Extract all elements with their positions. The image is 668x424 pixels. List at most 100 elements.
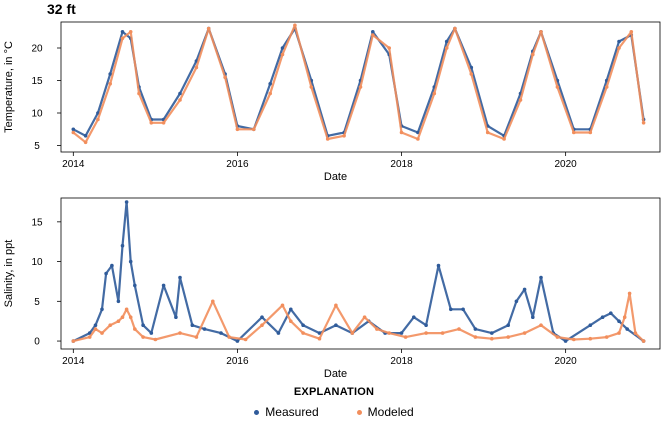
- x-tick-label: 2020: [555, 159, 578, 170]
- data-point-modeled: [120, 36, 125, 41]
- data-point-modeled: [87, 335, 92, 339]
- data-point-modeled: [453, 26, 457, 31]
- data-point-modeled: [485, 130, 490, 135]
- data-point-modeled: [617, 46, 621, 50]
- data-point-measured: [219, 331, 223, 335]
- data-point-measured: [120, 30, 125, 34]
- data-point-measured: [506, 323, 511, 328]
- data-point-measured: [178, 91, 182, 96]
- data-point-modeled: [641, 339, 646, 343]
- data-point-modeled: [399, 130, 404, 135]
- data-point-modeled: [108, 323, 112, 328]
- data-point-modeled: [604, 335, 609, 339]
- y-tick-label: 0: [34, 337, 40, 348]
- data-point-modeled: [358, 85, 363, 89]
- data-point-modeled: [403, 335, 408, 339]
- data-point-modeled: [178, 98, 182, 102]
- data-point-modeled: [235, 127, 240, 132]
- data-point-measured: [317, 331, 322, 335]
- plot-frame: [60, 197, 661, 350]
- data-point-measured: [522, 287, 527, 292]
- legend-label-modeled: Modeled: [367, 405, 414, 419]
- data-point-measured: [100, 307, 104, 312]
- data-point-modeled: [627, 291, 632, 296]
- data-point-modeled: [268, 91, 273, 96]
- y-tick-label: 20: [31, 44, 43, 55]
- y-axis-label: Salinity, in ppt: [3, 240, 15, 308]
- data-point-measured: [424, 323, 428, 328]
- data-point-modeled: [289, 319, 293, 324]
- y-axis-label: Temperature, in °C: [3, 41, 15, 133]
- data-point-modeled: [502, 137, 506, 141]
- data-point-modeled: [457, 327, 461, 331]
- data-point-modeled: [572, 337, 576, 342]
- data-point-measured: [190, 323, 195, 328]
- data-point-measured: [108, 72, 112, 76]
- data-point-modeled: [387, 46, 392, 50]
- x-axis-label: Date: [324, 171, 347, 183]
- data-point-measured: [617, 319, 621, 324]
- data-point-measured: [280, 46, 285, 50]
- y-tick-label: 15: [31, 217, 43, 228]
- data-point-modeled: [317, 336, 322, 341]
- data-point-measured: [128, 259, 133, 264]
- data-point-modeled: [469, 72, 474, 76]
- data-point-measured: [609, 311, 613, 316]
- y-tick-label: 10: [31, 257, 43, 268]
- data-point-measured: [110, 263, 114, 268]
- data-point-modeled: [334, 303, 338, 308]
- data-point-modeled: [120, 315, 125, 320]
- data-point-measured: [461, 307, 465, 312]
- data-point-measured: [104, 271, 108, 276]
- data-point-measured: [617, 39, 621, 44]
- data-point-measured: [531, 315, 535, 320]
- data-point-measured: [83, 134, 88, 138]
- data-point-modeled: [522, 331, 527, 335]
- data-point-modeled: [539, 30, 543, 34]
- data-point-modeled: [116, 319, 121, 324]
- data-point-modeled: [223, 75, 227, 80]
- data-point-modeled: [153, 337, 158, 342]
- data-point-measured: [120, 243, 125, 248]
- data-point-modeled: [194, 65, 199, 70]
- data-point-measured: [93, 323, 98, 328]
- data-point-measured: [334, 323, 338, 328]
- data-point-measured: [202, 327, 207, 331]
- data-point-modeled: [588, 130, 593, 135]
- data-point-modeled: [506, 335, 511, 339]
- legend-item-modeled: Modeled: [356, 405, 414, 419]
- salinity-chart: 2014 2016 2018 2020 0 5 10 15 Date Salinity, in p…: [3, 197, 661, 380]
- data-point-measured: [268, 82, 273, 86]
- data-point-modeled: [301, 331, 305, 335]
- data-point-modeled: [280, 52, 285, 57]
- data-point-modeled: [531, 52, 535, 57]
- data-point-modeled: [243, 337, 248, 342]
- data-point-measured: [539, 275, 543, 280]
- data-point-modeled: [108, 82, 112, 86]
- data-point-modeled: [375, 327, 379, 331]
- data-point-modeled: [293, 23, 297, 28]
- legend: Measured Modeled: [0, 405, 668, 419]
- data-point-measured: [174, 315, 178, 320]
- data-point-measured: [276, 331, 281, 335]
- data-point-modeled: [622, 315, 627, 320]
- data-point-modeled: [128, 30, 133, 34]
- plot-frame: [60, 21, 661, 153]
- data-point-measured: [235, 339, 240, 343]
- data-point-modeled: [161, 121, 166, 125]
- temperature-chart: 2014 2016 2018 2020 5 10 15 20 Date Temperature, …: [3, 21, 661, 183]
- data-point-modeled: [633, 331, 638, 335]
- explanation-title: EXPLANATION: [293, 386, 375, 398]
- data-point-measured: [161, 283, 166, 288]
- x-tick-label: 2016: [226, 159, 249, 170]
- data-point-measured: [412, 315, 416, 320]
- data-point-modeled: [83, 140, 88, 145]
- data-point-modeled: [309, 85, 314, 89]
- data-point-modeled: [206, 26, 211, 31]
- data-point-modeled: [100, 331, 104, 335]
- data-point-modeled: [555, 335, 560, 339]
- data-point-modeled: [432, 91, 437, 96]
- data-point-modeled: [617, 331, 621, 335]
- data-point-modeled: [518, 98, 523, 102]
